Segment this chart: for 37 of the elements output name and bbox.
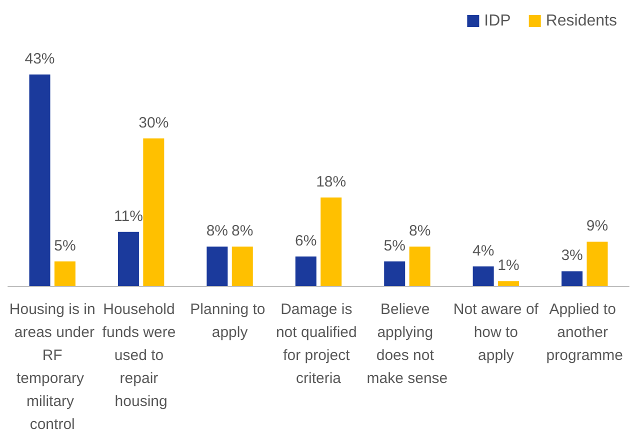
data-label: 11% — [114, 208, 143, 225]
bar — [143, 138, 164, 286]
x-tick-label: Not aware of how to apply — [453, 301, 540, 364]
data-label: 9% — [586, 218, 608, 235]
legend-label: Residents — [546, 12, 618, 30]
data-label: 3% — [561, 247, 583, 264]
bar — [409, 246, 430, 286]
bar — [29, 74, 50, 286]
data-label: 1% — [498, 257, 520, 274]
bar — [562, 271, 583, 286]
bar — [295, 256, 316, 286]
bar — [232, 246, 253, 286]
bar — [586, 242, 608, 286]
x-tick-label: Planning to apply — [190, 301, 270, 341]
legend-label: IDP — [484, 12, 511, 30]
bar — [54, 261, 76, 286]
data-label: 30% — [138, 114, 169, 132]
bar — [498, 281, 520, 286]
bar — [118, 232, 139, 286]
bar — [384, 261, 406, 286]
data-label: 5% — [54, 237, 76, 254]
data-label: 8% — [408, 222, 431, 240]
data-label: 5% — [384, 237, 406, 254]
bar — [472, 266, 494, 286]
x-tick-label: Damage is not qualified for project criteria — [276, 301, 362, 387]
bar — [320, 197, 342, 286]
x-tick-label: Applied to another programme — [546, 301, 623, 364]
data-label: 8% — [232, 222, 254, 240]
x-tick-label: Housing is in areas under RF temporary military control — [9, 301, 96, 433]
data-label: 8% — [206, 222, 228, 240]
data-label: 4% — [472, 242, 494, 260]
data-label: 6% — [295, 232, 317, 250]
bar — [206, 246, 228, 286]
data-label: 43% — [24, 50, 55, 68]
x-tick-label: Household funds were used to repair housing — [102, 301, 180, 410]
data-label: 18% — [316, 173, 346, 190]
x-tick-label: Believe applying does not make sense — [366, 301, 448, 387]
